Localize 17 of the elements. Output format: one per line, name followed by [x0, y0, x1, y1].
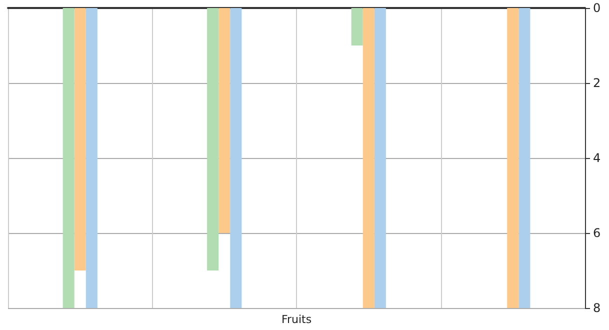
bar [218, 8, 230, 233]
bar [362, 8, 374, 308]
bar [230, 8, 242, 308]
bar [351, 8, 363, 46]
y-tick-label: 0 [593, 1, 601, 15]
bar [74, 8, 86, 270]
bar [86, 8, 98, 308]
bar [518, 8, 530, 308]
y-tick-label: 4 [593, 151, 601, 165]
y-tick-label: 2 [593, 76, 601, 90]
x-axis-title: Fruits [281, 313, 312, 326]
y-tick-label: 8 [593, 301, 601, 315]
bar [374, 8, 386, 308]
bar [62, 8, 74, 308]
bar [507, 8, 519, 308]
y-tick-label: 6 [593, 226, 601, 240]
bar [207, 8, 219, 270]
